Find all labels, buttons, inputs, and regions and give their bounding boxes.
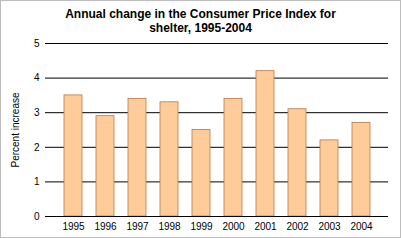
svg-text:2004: 2004	[350, 221, 373, 232]
svg-text:2003: 2003	[318, 221, 341, 232]
svg-text:5: 5	[34, 38, 40, 49]
svg-text:2000: 2000	[222, 221, 245, 232]
svg-text:2: 2	[34, 142, 40, 153]
svg-text:2001: 2001	[254, 221, 277, 232]
svg-text:3: 3	[34, 107, 40, 118]
svg-text:1998: 1998	[158, 221, 181, 232]
svg-text:1999: 1999	[190, 221, 213, 232]
svg-text:2002: 2002	[286, 221, 309, 232]
svg-text:1997: 1997	[126, 221, 149, 232]
svg-text:1: 1	[34, 176, 40, 187]
svg-text:Percent increase: Percent increase	[10, 92, 21, 167]
svg-text:1996: 1996	[94, 221, 117, 232]
svg-text:0: 0	[34, 211, 40, 222]
svg-text:1995: 1995	[62, 221, 85, 232]
html-text:Annual change in the Consumer: Annual change in the Consumer Price Inde…	[65, 7, 336, 35]
svg-text:4: 4	[34, 72, 40, 83]
